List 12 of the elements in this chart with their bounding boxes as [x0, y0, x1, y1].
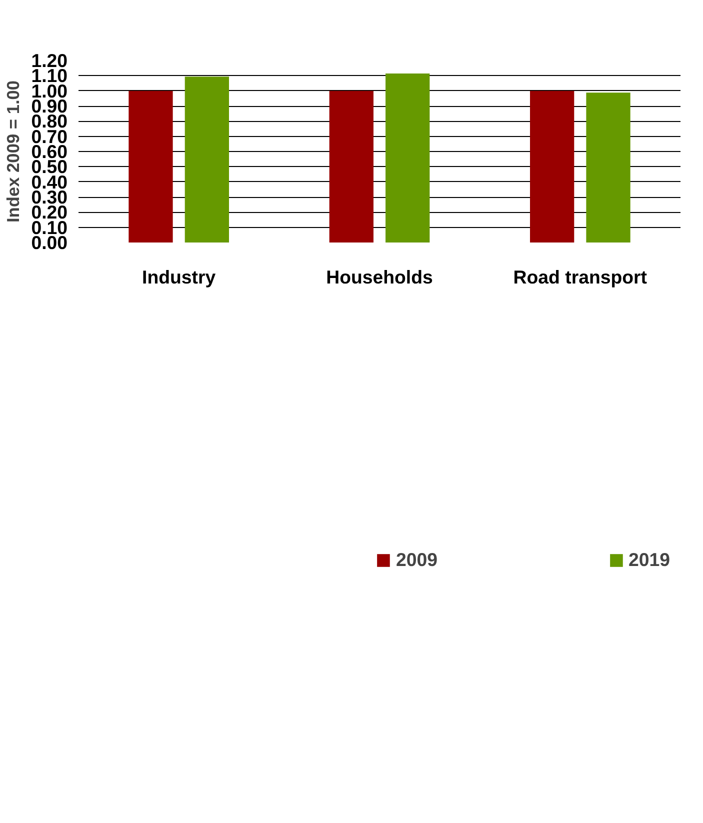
legend-label: 2009: [396, 549, 438, 571]
bar: [184, 76, 229, 242]
bar: [386, 74, 430, 242]
bar: [586, 92, 630, 242]
x-tick-label: Road transport: [513, 266, 648, 288]
x-tick-label: Industry: [142, 266, 216, 288]
y-axis-title: Index 2009 = 1.00: [3, 80, 24, 223]
bar: [329, 90, 374, 242]
bar: [530, 90, 574, 242]
bar: [128, 90, 173, 242]
legend-label: 2019: [628, 549, 670, 571]
x-tick-label: Households: [326, 266, 433, 288]
